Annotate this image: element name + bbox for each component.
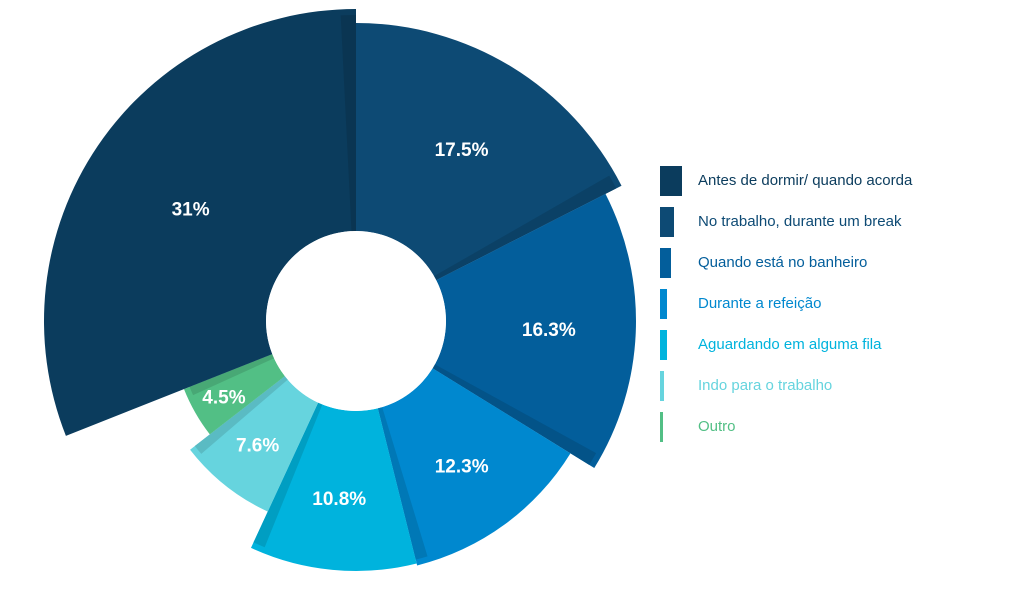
slice-5 [190, 376, 319, 512]
legend-item-4: Aguardando em alguma fila [660, 324, 990, 365]
slice-edge-6 [189, 354, 275, 396]
legend-label: Quando está no banheiro [698, 254, 868, 271]
legend-item-1: No trabalho, durante um break [660, 201, 990, 242]
legend-label: Antes de dormir/ quando acorda [698, 172, 913, 189]
legend-item-6: Outro [660, 406, 990, 447]
legend-swatch [660, 411, 663, 442]
slice-edge-5 [194, 376, 288, 454]
slice-6 [183, 354, 285, 435]
slice-label-1: 17.5% [435, 140, 489, 161]
donut-chart: 17.5% 16.3% 12.3% 10.8% 7.6% 4.5% 31% [43, 9, 636, 572]
legend-swatch [660, 329, 667, 360]
legend-item-5: Indo para o trabalho [660, 365, 990, 406]
legend-swatch [660, 165, 682, 196]
legend-item-3: Durante a refeição [660, 283, 990, 324]
slice-edge-2 [432, 364, 597, 465]
legend-swatch [660, 206, 674, 237]
slice-label-2: 16.3% [522, 320, 576, 341]
legend-swatch [660, 370, 664, 401]
slice-label-4: 10.8% [312, 489, 366, 510]
legend-label: Outro [698, 418, 736, 435]
legend-label: Indo para o trabalho [698, 377, 833, 394]
slice-label-5: 7.6% [236, 436, 279, 457]
slice-0 [43, 9, 357, 436]
legend-label: Aguardando em alguma fila [698, 336, 882, 353]
legend-item-0: Antes de dormir/ quando acorda [660, 160, 990, 201]
slice-label-6: 4.5% [202, 387, 245, 408]
legend-swatch [660, 247, 671, 278]
slice-4 [250, 402, 417, 572]
slice-label-3: 12.3% [435, 456, 489, 477]
slice-3 [377, 368, 571, 566]
slice-edge-0 [340, 15, 356, 232]
slice-label-0: 31% [172, 200, 210, 221]
legend-label: No trabalho, durante um break [698, 213, 902, 230]
donut-hole [266, 231, 446, 411]
slice-edge-3 [377, 407, 428, 560]
slice-edge-1 [434, 175, 617, 281]
slice-edge-4 [253, 402, 323, 548]
legend-label: Durante a refeição [698, 295, 822, 312]
legend-item-2: Quando está no banheiro [660, 242, 990, 283]
legend-swatch [660, 288, 667, 319]
legend: Antes de dormir/ quando acorda No trabalh… [660, 160, 990, 447]
